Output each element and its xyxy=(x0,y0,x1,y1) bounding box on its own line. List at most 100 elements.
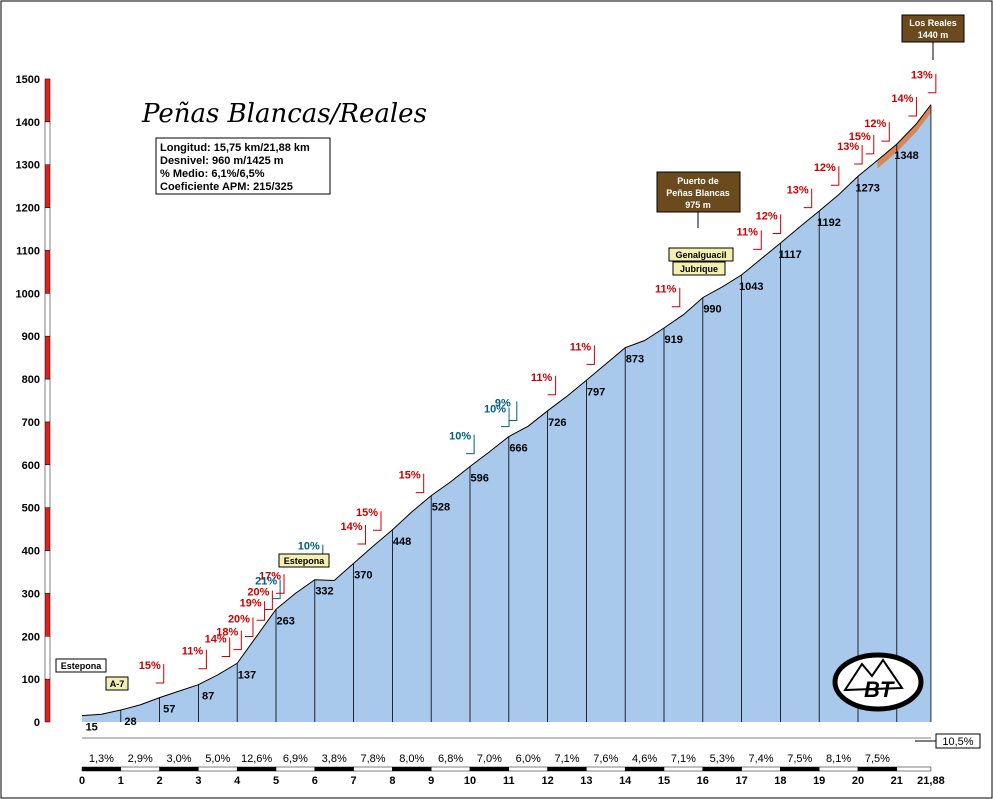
ramp-label: 11% xyxy=(182,646,204,658)
ramp-label: 9% xyxy=(495,397,511,409)
segment-gradient-label: 7,0% xyxy=(477,753,502,765)
x-axis-band xyxy=(508,766,548,772)
y-tick-label: 1100 xyxy=(16,245,40,257)
x-axis-band xyxy=(120,766,160,772)
km-altitude-label: 873 xyxy=(626,354,644,366)
ramp-pointer xyxy=(233,630,242,651)
x-tick-label: 14 xyxy=(619,775,632,787)
segment-gradient-label: 1,3% xyxy=(89,753,114,765)
ramp-pointer xyxy=(501,407,510,428)
ramp-pointer xyxy=(508,401,518,421)
sign-puerto-label: Puerto de xyxy=(677,176,719,186)
km-altitude-label: 448 xyxy=(393,536,411,548)
segment-gradient-label: 4,6% xyxy=(632,753,657,765)
km-altitude-label: 990 xyxy=(703,304,721,316)
y-axis-band xyxy=(44,636,51,680)
km-altitude-label: 332 xyxy=(315,586,333,598)
ramp-pointer xyxy=(854,144,863,165)
x-axis-band xyxy=(818,766,859,772)
sign-summit-label: 1440 m xyxy=(918,30,949,40)
x-axis-band xyxy=(469,766,510,772)
segment-gradient-label: 3,0% xyxy=(166,753,191,765)
y-axis-band xyxy=(44,207,51,251)
y-tick-label: 300 xyxy=(22,588,40,600)
km-altitude-label: 797 xyxy=(587,386,605,398)
km-altitude-label: 1192 xyxy=(817,217,841,229)
km-altitude-label: 596 xyxy=(471,472,489,484)
ramp-pointer xyxy=(244,617,254,637)
ramp-pointer xyxy=(671,287,681,308)
x-tick-label: 7 xyxy=(351,775,357,787)
x-tick-label: 19 xyxy=(813,775,825,787)
ramp-label: 19% xyxy=(240,597,262,609)
x-tick-label: 21 xyxy=(891,775,903,787)
y-axis-band xyxy=(44,464,51,508)
ramp-pointer xyxy=(272,579,281,600)
ramp-pointer xyxy=(221,637,231,658)
sign-estepona-start xyxy=(55,658,107,673)
x-tick-label: 9 xyxy=(428,775,434,787)
segment-gradient-label: 7,4% xyxy=(748,753,773,765)
ramp-pointer xyxy=(264,590,273,610)
ramp-label: 13% xyxy=(911,70,933,82)
signposts: Estepona A-7 Estepona Genalguacil Jubrique Pu… xyxy=(55,14,965,691)
x-end-label: 21,88 xyxy=(917,775,945,787)
y-tick-label: 400 xyxy=(22,546,40,558)
ramp-label: 11% xyxy=(570,341,592,353)
segment-gradient-label: 5,0% xyxy=(205,753,230,765)
y-axis-band xyxy=(44,550,51,594)
x-tick-label: 1 xyxy=(118,775,124,787)
y-tick-label: 800 xyxy=(22,374,40,386)
y-tick-label: 1200 xyxy=(16,203,40,215)
last-segment-label: 10,5% xyxy=(942,736,973,748)
segment-gradient-label: 6,8% xyxy=(438,753,463,765)
km-altitude-label: 87 xyxy=(202,691,214,703)
ramp-pointer xyxy=(276,574,285,594)
km-altitude-label: 28 xyxy=(124,716,136,728)
sign-summit xyxy=(901,14,965,43)
sign-estepona-mid-label: Estepona xyxy=(284,556,326,566)
km-altitude-label: 919 xyxy=(665,334,683,346)
ramp-label: 20% xyxy=(228,613,250,625)
ramp-pointer xyxy=(357,524,366,545)
km-altitude-label: 263 xyxy=(277,615,295,627)
y-axis-band xyxy=(44,164,51,208)
ramp-pointer xyxy=(830,166,840,186)
x-axis-band xyxy=(236,766,277,772)
segment-gradient-label: 8,1% xyxy=(826,753,851,765)
ramp-label: 12% xyxy=(756,210,778,222)
profile-fill xyxy=(82,104,931,722)
ramp-label: 10% xyxy=(449,431,471,443)
km-altitude-label: 1043 xyxy=(739,281,763,293)
km-altitude-label: 726 xyxy=(548,417,566,429)
x-axis: 0 1 2 3 4 5 6 7 8 9 10 11 12 13 14 15 16 17 18 19 20 21 21,88 xyxy=(79,766,945,787)
ramp-labels: 15%11%14%18%20%19%20%17%21%10%14%15%15%1… xyxy=(139,70,937,684)
info-line: % Medio: 6,1%/6,5% xyxy=(160,168,265,180)
km-altitude-label: 57 xyxy=(163,704,175,716)
km-altitudes: 15 28 57 87 137 263 332 370 448 528 596 666 726 797 87… xyxy=(86,150,919,733)
ramp-label: 10% xyxy=(298,541,320,553)
segment-gradient-label: 7,1% xyxy=(554,753,579,765)
segment-gradients: 1,3% 2,9% 3,0% 5,0% 12,6% 6,9% 3,8% 7,8% 8,0% 6,8… xyxy=(82,733,981,765)
x-tick-label: 18 xyxy=(774,775,786,787)
ramp-pointer xyxy=(803,188,813,209)
y-axis-band xyxy=(44,378,51,423)
sign-genalguacil-label: Genalguacil xyxy=(675,250,726,260)
ramp-label: 15% xyxy=(399,470,421,482)
ramp-pointer xyxy=(586,345,595,365)
ramp-label: 14% xyxy=(340,521,362,533)
ramp-pointer xyxy=(373,511,382,531)
y-tick-label: 0 xyxy=(34,717,40,729)
x-axis-band xyxy=(392,766,432,772)
x-axis-band xyxy=(780,766,820,772)
sign-puerto-label: Peñas Blancas xyxy=(666,188,730,198)
ramp-label: 11% xyxy=(737,226,759,238)
ramp-pointer xyxy=(881,122,890,142)
y-axis-band xyxy=(44,507,51,551)
x-axis-band xyxy=(896,766,932,772)
x-tick-label: 16 xyxy=(697,775,709,787)
x-axis-band xyxy=(159,766,199,772)
y-tick-label: 1000 xyxy=(16,288,40,300)
x-axis-band xyxy=(198,766,238,772)
